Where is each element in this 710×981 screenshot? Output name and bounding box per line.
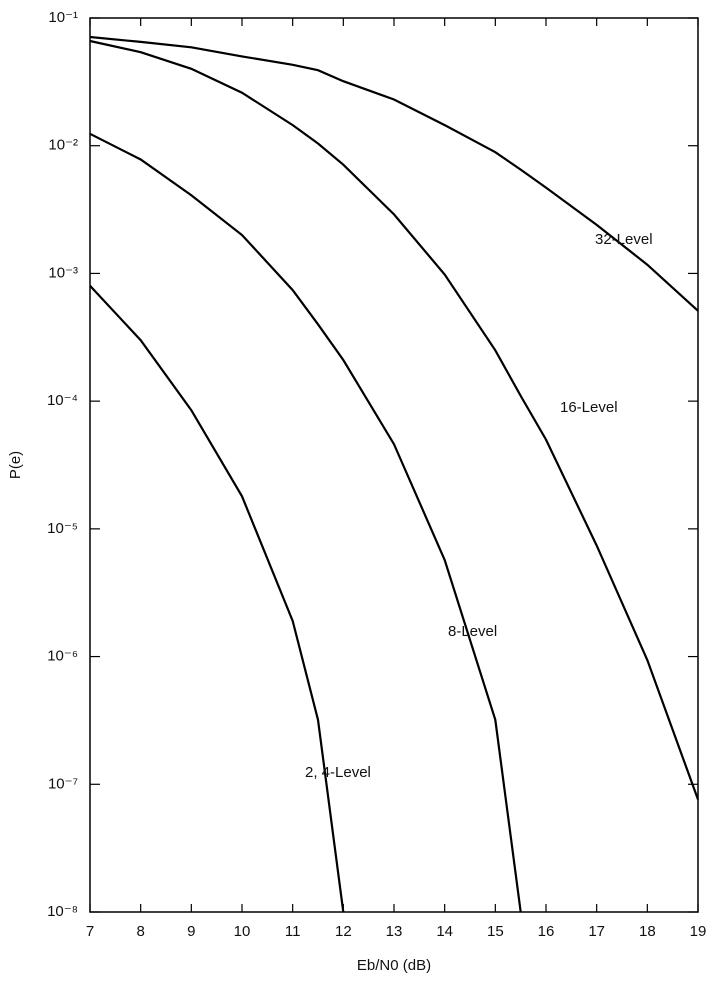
y-tick-label: 10⁻³ (48, 264, 78, 281)
page: P(e) Eb/N0 (dB) 7 8 9 10 11 12 13 14 15 16 17 18 19 1… (0, 0, 710, 981)
x-tick-label: 8 (136, 923, 144, 940)
series-line (90, 134, 521, 912)
x-tick-label: 13 (386, 923, 403, 940)
y-tick-label: 10⁻⁴ (47, 392, 78, 409)
y-axis-title: P(e) (7, 451, 24, 479)
y-tick-label: 10⁻⁶ (47, 648, 78, 665)
x-tick-label: 9 (187, 923, 195, 940)
x-tick-label: 11 (285, 923, 301, 940)
series-label: 16-Level (560, 399, 618, 416)
y-tick-label: 10⁻⁸ (47, 903, 78, 920)
series-label: 32-Level (595, 231, 653, 248)
x-tick-label: 19 (690, 923, 707, 940)
x-axis-title: Eb/N0 (dB) (357, 957, 431, 974)
x-tick-label: 10 (234, 923, 251, 940)
y-tick-label: 10⁻⁷ (48, 775, 78, 792)
x-tick-label: 17 (588, 923, 605, 940)
x-tick-label: 12 (335, 923, 352, 940)
series-label: 2, 4-Level (305, 764, 371, 781)
x-tick-label: 16 (538, 923, 555, 940)
y-tick-label: 10⁻¹ (48, 9, 78, 26)
series-label: 8-Level (448, 623, 497, 640)
chart: P(e) Eb/N0 (dB) 7 8 9 10 11 12 13 14 15 16 17 18 19 1… (0, 0, 710, 981)
plot-frame (90, 18, 698, 912)
x-tick-label: 7 (86, 923, 94, 940)
y-tick-label: 10⁻² (48, 137, 78, 154)
series-line (90, 286, 343, 912)
series-line (90, 37, 698, 311)
series-line (90, 41, 698, 800)
y-tick-label: 10⁻⁵ (47, 520, 78, 537)
x-tick-label: 15 (487, 923, 504, 940)
x-tick-label: 18 (639, 923, 656, 940)
x-tick-label: 14 (436, 923, 453, 940)
